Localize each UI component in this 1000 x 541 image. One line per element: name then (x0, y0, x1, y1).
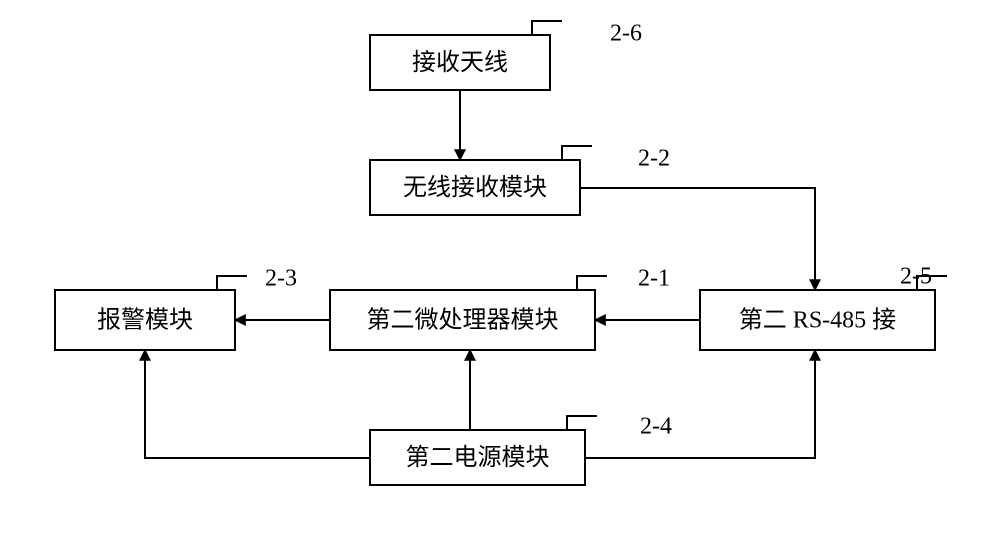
node-n21: 第二微处理器模块 (330, 290, 595, 350)
node-n24: 第二电源模块 (370, 430, 585, 485)
edge-n22-n25 (580, 188, 815, 290)
edge-n24-n23 (145, 350, 370, 458)
node-n23: 报警模块 (55, 290, 235, 350)
node-text-n23: 报警模块 (97, 307, 193, 334)
node-label-n24: 2-4 (640, 414, 672, 440)
node-text-n22: 无线接收模块 (403, 174, 547, 201)
node-text-n21: 第二微处理器模块 (367, 307, 559, 334)
label-tick-n22 (562, 146, 592, 160)
node-label-n22: 2-2 (638, 146, 670, 172)
block-diagram: 接收天线 2-6 无线接收模块 2-2 报警模块 2-3 第二微处理器模块 2-1 第二 RS-… (0, 0, 1000, 541)
node-n26: 接收天线 (370, 35, 550, 90)
label-tick-n24 (567, 416, 597, 430)
label-tick-n23 (217, 276, 247, 290)
node-label-n26: 2-6 (610, 21, 642, 47)
node-label-n21: 2-1 (638, 266, 670, 292)
node-label-n25: 2-5 (900, 264, 932, 290)
node-n22: 无线接收模块 (370, 160, 580, 215)
node-text-n24: 第二电源模块 (406, 444, 550, 471)
node-text-n26: 接收天线 (412, 49, 508, 76)
label-tick-n21 (577, 276, 607, 290)
label-tick-n26 (532, 21, 562, 35)
node-label-n23: 2-3 (265, 266, 297, 292)
edge-n24-n25 (585, 350, 815, 458)
node-text-n25: 第二 RS-485 接 (739, 307, 896, 334)
node-n25: 第二 RS-485 接 (700, 290, 935, 350)
